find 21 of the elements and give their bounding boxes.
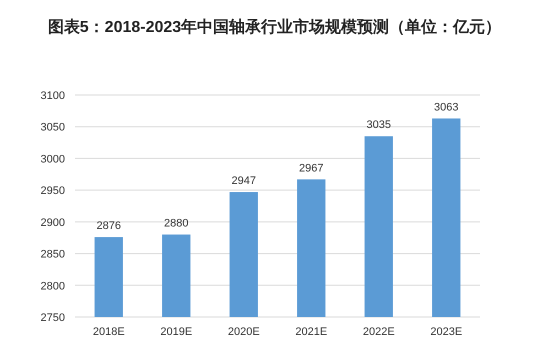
- y-tick-label: 2750: [40, 312, 65, 324]
- data-label: 2876: [96, 220, 121, 232]
- y-tick-label: 2850: [40, 248, 65, 261]
- x-tick-label: 2022E: [362, 326, 395, 338]
- x-tick-label: 2018E: [92, 326, 125, 338]
- x-tick-label: 2023E: [430, 326, 462, 338]
- data-label: 2880: [164, 218, 188, 230]
- data-label: 2947: [232, 175, 256, 188]
- y-tick-label: 3000: [40, 153, 65, 166]
- y-tick-label: 3050: [40, 122, 65, 134]
- y-tick-label: 3100: [40, 90, 65, 102]
- x-tick-label: 2021E: [295, 326, 328, 338]
- y-tick-label: 2900: [40, 216, 65, 229]
- data-label: 3063: [434, 101, 458, 114]
- x-tick-label: 2020E: [228, 326, 260, 338]
- x-tick-label: 2019E: [160, 326, 192, 338]
- chart-title: 图表5：2018-2023年中国轴承行业市场规模预测（单位：亿元）: [48, 18, 502, 36]
- y-tick-label: 2950: [40, 185, 65, 198]
- data-label: 2967: [299, 162, 324, 174]
- y-tick-label: 2800: [40, 280, 65, 292]
- data-label: 3035: [366, 119, 391, 132]
